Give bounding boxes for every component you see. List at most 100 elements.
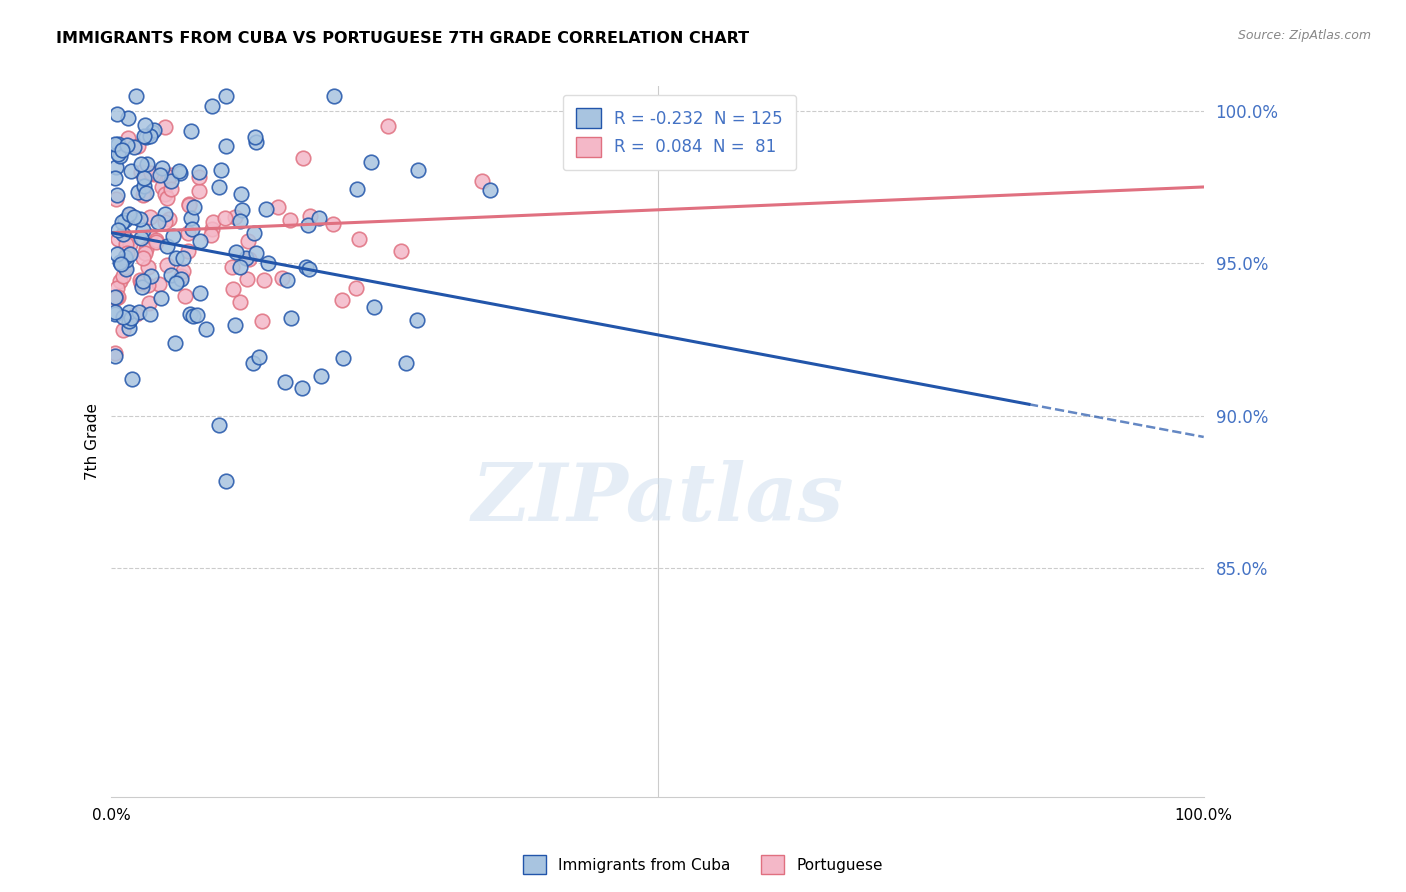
Point <box>291 381 314 395</box>
Point <box>107 222 129 236</box>
Point <box>202 214 225 228</box>
Point <box>132 223 155 237</box>
Point <box>134 246 156 260</box>
Point <box>120 208 142 222</box>
Point <box>299 210 322 224</box>
Point <box>114 237 136 252</box>
Point <box>138 295 160 310</box>
Point <box>231 202 253 217</box>
Point <box>214 138 236 153</box>
Point <box>145 235 167 250</box>
Point <box>108 255 131 269</box>
Point <box>122 210 145 224</box>
Point <box>139 229 162 244</box>
Point <box>118 314 141 328</box>
Point <box>143 167 166 181</box>
Point <box>162 229 184 244</box>
Point <box>295 260 318 274</box>
Point <box>104 350 127 364</box>
Point <box>114 250 136 264</box>
Point <box>131 157 153 171</box>
Point <box>208 418 231 433</box>
Point <box>105 281 128 295</box>
Point <box>135 130 157 145</box>
Point <box>115 253 138 268</box>
Point <box>406 163 429 178</box>
Point <box>135 186 157 201</box>
Point <box>134 119 156 133</box>
Point <box>132 178 155 193</box>
Point <box>153 120 176 134</box>
Point <box>135 157 157 171</box>
Point <box>167 164 190 178</box>
Point <box>163 335 186 350</box>
Point <box>363 300 385 314</box>
Point <box>278 213 301 227</box>
Point <box>195 321 218 335</box>
Point <box>229 260 252 275</box>
Point <box>104 290 127 304</box>
Point <box>104 136 127 151</box>
Point <box>112 323 135 337</box>
Point <box>120 247 142 261</box>
Point <box>214 211 236 225</box>
Point <box>129 165 152 179</box>
Point <box>215 474 238 488</box>
Point <box>159 168 181 182</box>
Point <box>136 277 159 292</box>
Legend: Immigrants from Cuba, Portuguese: Immigrants from Cuba, Portuguese <box>517 849 889 880</box>
Point <box>245 246 267 260</box>
Point <box>155 186 177 201</box>
Point <box>131 280 153 294</box>
Point <box>125 88 148 103</box>
Text: IMMIGRANTS FROM CUBA VS PORTUGUESE 7TH GRADE CORRELATION CHART: IMMIGRANTS FROM CUBA VS PORTUGUESE 7TH G… <box>56 31 749 46</box>
Point <box>114 260 136 274</box>
Point <box>114 213 136 227</box>
Point <box>332 351 354 365</box>
Point <box>170 268 193 283</box>
Point <box>105 188 128 202</box>
Point <box>145 233 167 247</box>
Point <box>201 99 224 113</box>
Point <box>225 245 247 260</box>
Point <box>229 187 252 202</box>
Point <box>141 269 163 284</box>
Point <box>135 242 157 256</box>
Point <box>179 198 201 212</box>
Point <box>229 295 252 310</box>
Point <box>330 293 353 308</box>
Point <box>110 274 132 288</box>
Point <box>748 131 770 145</box>
Y-axis label: 7th Grade: 7th Grade <box>86 403 100 480</box>
Point <box>322 217 344 231</box>
Point <box>117 111 139 125</box>
Point <box>242 356 264 370</box>
Point <box>291 151 314 165</box>
Point <box>209 162 232 177</box>
Point <box>115 246 138 260</box>
Point <box>139 210 162 224</box>
Point <box>117 130 139 145</box>
Point <box>105 291 128 305</box>
Point <box>139 307 162 321</box>
Point <box>127 138 149 153</box>
Point <box>188 234 211 248</box>
Point <box>323 88 346 103</box>
Point <box>150 179 173 194</box>
Point <box>256 256 278 270</box>
Point <box>149 169 172 183</box>
Point <box>165 275 187 289</box>
Point <box>253 272 276 286</box>
Point <box>159 181 181 195</box>
Point <box>149 291 172 305</box>
Point <box>165 252 187 266</box>
Point <box>134 171 156 186</box>
Point <box>236 234 259 248</box>
Point <box>110 257 132 271</box>
Point <box>267 200 290 214</box>
Point <box>215 88 238 103</box>
Point <box>115 232 138 246</box>
Point <box>129 273 152 287</box>
Text: Source: ZipAtlas.com: Source: ZipAtlas.com <box>1237 29 1371 42</box>
Point <box>143 123 166 137</box>
